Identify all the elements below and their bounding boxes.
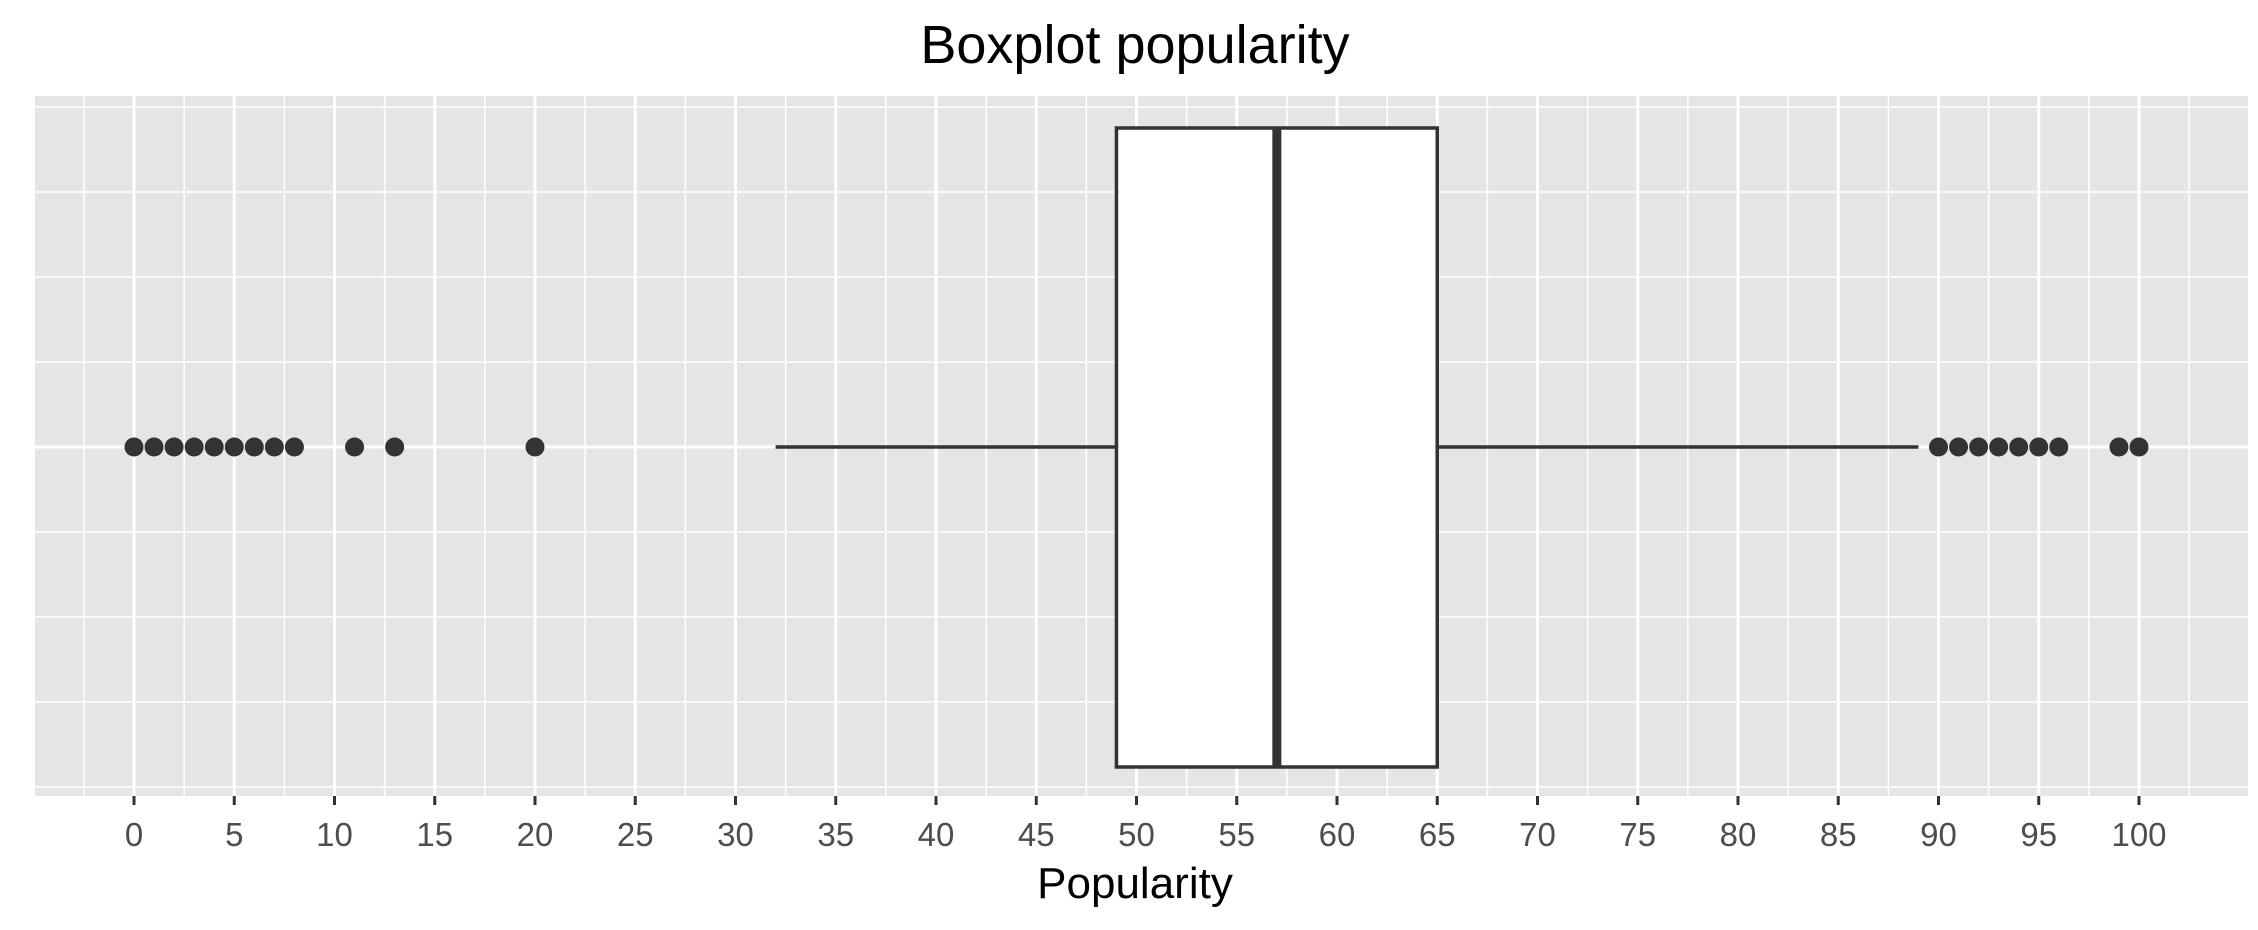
- x-tick-label: 65: [1419, 816, 1456, 853]
- x-tick-label: 80: [1720, 816, 1757, 853]
- x-tick-label: 20: [517, 816, 554, 853]
- outlier-point: [2029, 437, 2049, 457]
- outlier-point: [284, 437, 304, 457]
- x-tick-label: 75: [1619, 816, 1656, 853]
- x-tick-label: 85: [1820, 816, 1857, 853]
- outlier-point: [2129, 437, 2149, 457]
- x-axis-ticks: 0 5 10 15 20 25 30 35 40 45 50 55 60 65 70 75 80 85 90 95 10…: [125, 796, 2167, 853]
- outlier-point: [2009, 437, 2029, 457]
- outlier-point: [385, 437, 405, 457]
- x-tick-label: 5: [225, 816, 243, 853]
- outlier-point: [264, 437, 284, 457]
- outlier-point: [1929, 437, 1948, 457]
- outlier-point: [144, 437, 164, 457]
- box-element: [775, 126, 1919, 769]
- x-tick-label: 50: [1118, 816, 1155, 853]
- outlier-point: [224, 437, 244, 457]
- x-tick-label: 100: [2111, 816, 2166, 853]
- x-tick-label: 25: [617, 816, 654, 853]
- x-tick-label: 95: [2020, 816, 2057, 853]
- outlier-point: [1989, 437, 2009, 457]
- x-tick-label: 30: [717, 816, 754, 853]
- x-tick-label: 55: [1218, 816, 1255, 853]
- outlier-point: [1969, 437, 1989, 457]
- x-tick-label: 0: [125, 816, 143, 853]
- outlier-point: [1949, 437, 1969, 457]
- x-tick-label: 40: [918, 816, 955, 853]
- x-axis-title: Popularity: [1037, 859, 1233, 908]
- outlier-points: [124, 437, 2149, 457]
- outlier-point: [345, 437, 365, 457]
- outlier-point: [525, 437, 545, 457]
- x-tick-label: 15: [416, 816, 453, 853]
- x-tick-label: 35: [817, 816, 854, 853]
- outlier-point: [244, 437, 264, 457]
- x-tick-label: 60: [1319, 816, 1356, 853]
- x-tick-label: 70: [1519, 816, 1556, 853]
- x-tick-label: 90: [1920, 816, 1957, 853]
- outlier-point: [2049, 437, 2069, 457]
- x-tick-label: 45: [1018, 816, 1055, 853]
- outlier-point: [124, 437, 144, 457]
- outlier-point: [204, 437, 224, 457]
- outlier-point: [2109, 437, 2129, 457]
- outlier-point: [184, 437, 204, 457]
- x-tick-label: 10: [316, 816, 353, 853]
- outlier-point: [164, 437, 184, 457]
- chart-title: Boxplot popularity: [920, 15, 1350, 75]
